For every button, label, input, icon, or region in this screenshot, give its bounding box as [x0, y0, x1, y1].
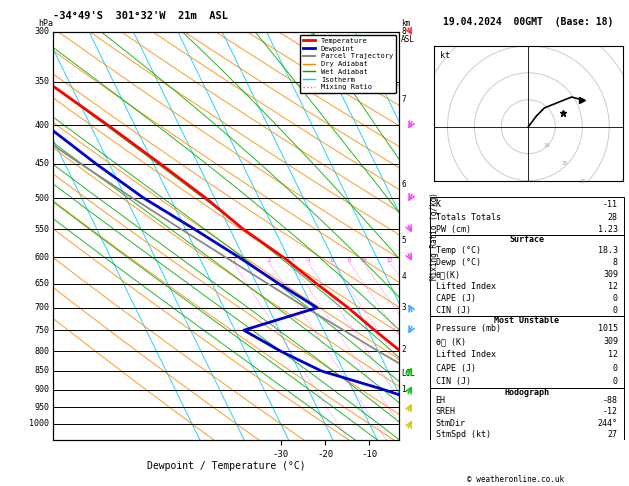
Bar: [430, 197, 624, 235]
Text: 1000: 1000: [30, 419, 49, 429]
Text: ASL: ASL: [401, 35, 415, 44]
Text: 12: 12: [608, 282, 618, 291]
Text: 1015: 1015: [598, 324, 618, 333]
Text: Lifted Index: Lifted Index: [436, 350, 496, 360]
Text: 400: 400: [35, 121, 49, 130]
Text: 4: 4: [401, 273, 406, 281]
Text: Mixing Ratio (g/kg): Mixing Ratio (g/kg): [430, 192, 438, 279]
Text: 950: 950: [35, 403, 49, 412]
Text: Temp (°C): Temp (°C): [436, 246, 481, 255]
Text: Pressure (mb): Pressure (mb): [436, 324, 501, 333]
Text: 450: 450: [35, 159, 49, 168]
Text: -34°49'S  301°32'W  21m  ASL: -34°49'S 301°32'W 21m ASL: [53, 11, 228, 21]
Text: LCL: LCL: [401, 369, 415, 378]
Text: StmDir: StmDir: [436, 418, 465, 428]
Text: 900: 900: [35, 385, 49, 394]
Text: 3: 3: [401, 303, 406, 312]
Text: 30: 30: [580, 179, 587, 184]
Bar: [430, 388, 624, 440]
Text: θᴄ (K): θᴄ (K): [436, 337, 465, 347]
Text: hPa: hPa: [38, 18, 53, 28]
Text: 19.04.2024  00GMT  (Base: 18): 19.04.2024 00GMT (Base: 18): [443, 17, 613, 27]
Text: 8: 8: [401, 27, 406, 36]
Bar: [430, 316, 624, 388]
Text: 18.3: 18.3: [598, 246, 618, 255]
Text: km: km: [401, 18, 410, 28]
Text: 10: 10: [360, 258, 367, 263]
Text: 3: 3: [290, 258, 294, 263]
Text: 4: 4: [306, 258, 310, 263]
X-axis label: Dewpoint / Temperature (°C): Dewpoint / Temperature (°C): [147, 461, 306, 471]
Text: 309: 309: [603, 270, 618, 279]
Text: Lifted Index: Lifted Index: [436, 282, 496, 291]
Text: 1.23: 1.23: [598, 226, 618, 234]
Text: 850: 850: [35, 366, 49, 376]
Legend: Temperature, Dewpoint, Parcel Trajectory, Dry Adiabat, Wet Adiabat, Isotherm, Mi: Temperature, Dewpoint, Parcel Trajectory…: [300, 35, 396, 93]
Text: 350: 350: [35, 77, 49, 87]
Text: 309: 309: [603, 337, 618, 347]
Text: 800: 800: [35, 347, 49, 356]
Text: 20: 20: [562, 161, 568, 166]
Text: CIN (J): CIN (J): [436, 377, 470, 386]
Text: 700: 700: [35, 303, 49, 312]
Text: K: K: [436, 200, 441, 209]
Text: 600: 600: [35, 253, 49, 262]
Text: 12: 12: [608, 350, 618, 360]
Text: -11: -11: [603, 200, 618, 209]
Text: 550: 550: [35, 225, 49, 234]
Text: Surface: Surface: [509, 235, 544, 244]
Text: 2: 2: [268, 258, 271, 263]
Text: CAPE (J): CAPE (J): [436, 294, 476, 303]
Text: 6: 6: [331, 258, 334, 263]
Text: 5: 5: [401, 236, 406, 245]
Text: EH: EH: [436, 396, 445, 405]
Text: 15: 15: [387, 258, 393, 263]
Text: CIN (J): CIN (J): [436, 306, 470, 315]
Text: SREH: SREH: [436, 407, 455, 417]
Text: 7: 7: [401, 95, 406, 104]
Text: Hodograph: Hodograph: [504, 388, 549, 397]
Text: -88: -88: [603, 396, 618, 405]
Text: StmSpd (kt): StmSpd (kt): [436, 430, 491, 439]
Text: 28: 28: [608, 213, 618, 222]
Text: 6: 6: [401, 180, 406, 189]
Text: θᴄ(K): θᴄ(K): [436, 270, 460, 279]
Text: 244°: 244°: [598, 418, 618, 428]
Text: 1: 1: [232, 258, 235, 263]
Text: 10: 10: [543, 142, 550, 148]
Text: Most Unstable: Most Unstable: [494, 316, 559, 326]
Text: © weatheronline.co.uk: © weatheronline.co.uk: [467, 474, 564, 484]
Text: 1: 1: [401, 385, 406, 394]
Text: 750: 750: [35, 326, 49, 335]
Text: 8: 8: [613, 258, 618, 267]
Text: 0: 0: [613, 364, 618, 373]
Bar: [430, 235, 624, 316]
Text: 0: 0: [613, 377, 618, 386]
Text: 8: 8: [348, 258, 352, 263]
Text: 27: 27: [608, 430, 618, 439]
Text: 650: 650: [35, 279, 49, 288]
Text: CAPE (J): CAPE (J): [436, 364, 476, 373]
Text: 0: 0: [613, 294, 618, 303]
Text: 500: 500: [35, 193, 49, 203]
Text: kt: kt: [440, 51, 450, 60]
Text: Totals Totals: Totals Totals: [436, 213, 501, 222]
Text: 0: 0: [613, 306, 618, 315]
Text: 2: 2: [401, 345, 406, 354]
Text: -12: -12: [603, 407, 618, 417]
Text: PW (cm): PW (cm): [436, 226, 470, 234]
Text: 300: 300: [35, 27, 49, 36]
Text: Dewp (°C): Dewp (°C): [436, 258, 481, 267]
